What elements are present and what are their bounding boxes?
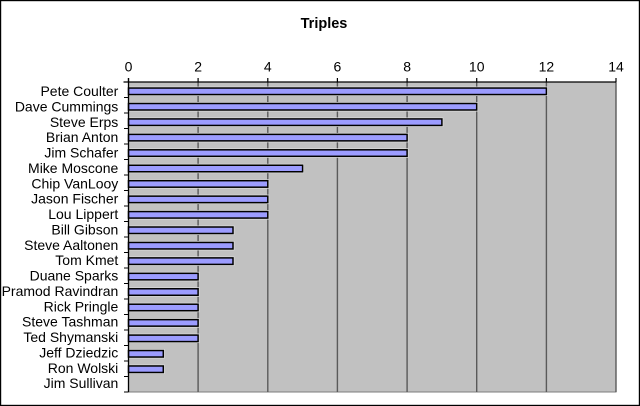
- svg-text:Jason Fischer: Jason Fischer: [31, 191, 118, 207]
- svg-text:Tom Kmet: Tom Kmet: [55, 252, 118, 268]
- svg-text:Ted Shymanski: Ted Shymanski: [23, 329, 118, 345]
- svg-text:Mike Moscone: Mike Moscone: [28, 160, 118, 176]
- svg-text:Chip VanLooy: Chip VanLooy: [31, 175, 118, 191]
- svg-text:Duane Sparks: Duane Sparks: [30, 268, 119, 284]
- svg-text:4: 4: [264, 58, 272, 74]
- svg-text:Steve Erps: Steve Erps: [50, 114, 118, 130]
- svg-text:14: 14: [608, 58, 624, 74]
- svg-text:Jeff Dziedzic: Jeff Dziedzic: [39, 344, 118, 360]
- svg-text:Rick Pringle: Rick Pringle: [44, 298, 119, 314]
- svg-text:Ron Wolski: Ron Wolski: [48, 360, 119, 376]
- svg-text:Pramod Ravindran: Pramod Ravindran: [2, 283, 119, 299]
- svg-text:Jim Sullivan: Jim Sullivan: [44, 375, 119, 391]
- svg-text:Triples: Triples: [301, 16, 348, 32]
- svg-text:2: 2: [194, 58, 202, 74]
- svg-text:Brian Anton: Brian Anton: [46, 129, 118, 145]
- svg-text:Steve Tashman: Steve Tashman: [22, 314, 118, 330]
- svg-text:Bill Gibson: Bill Gibson: [51, 221, 118, 237]
- svg-text:8: 8: [403, 58, 411, 74]
- svg-text:Pete Coulter: Pete Coulter: [40, 83, 118, 99]
- svg-text:10: 10: [469, 58, 485, 74]
- svg-text:0: 0: [125, 58, 133, 74]
- svg-text:Jim Schafer: Jim Schafer: [44, 145, 118, 161]
- svg-text:12: 12: [539, 58, 555, 74]
- svg-text:Dave Cummings: Dave Cummings: [15, 98, 118, 114]
- svg-text:Steve Aaltonen: Steve Aaltonen: [24, 237, 118, 253]
- svg-text:6: 6: [334, 58, 342, 74]
- svg-text:Lou Lippert: Lou Lippert: [48, 206, 118, 222]
